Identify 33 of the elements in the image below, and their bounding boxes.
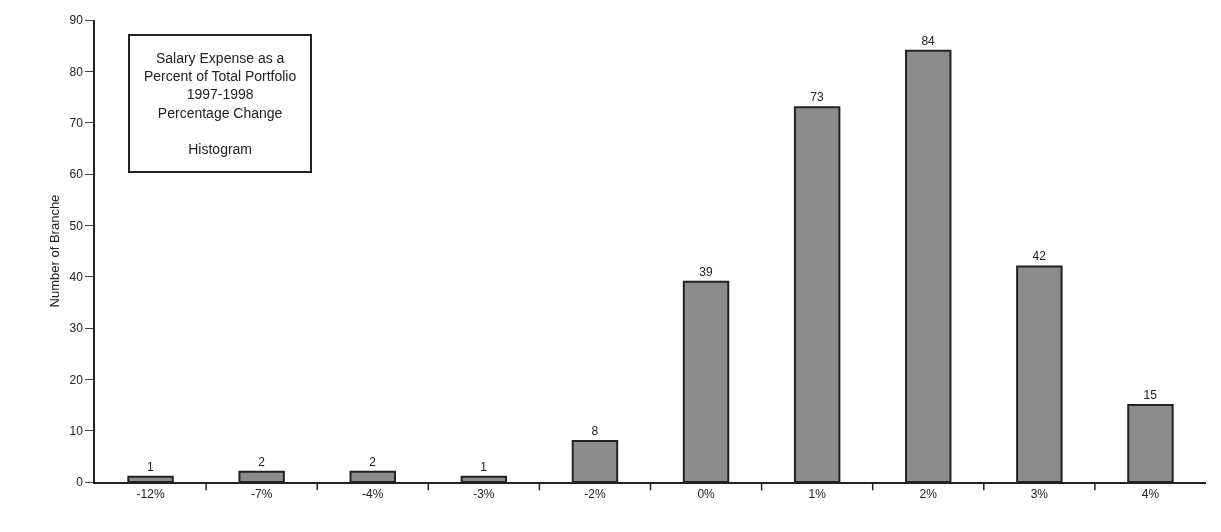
x-tick-label: -2% <box>584 487 606 502</box>
y-tick-label: 30 <box>69 321 84 336</box>
y-tick-label: 70 <box>69 115 84 130</box>
x-tick-label: -4% <box>362 487 384 502</box>
data-label: 42 <box>1032 249 1047 264</box>
x-tick-label: 4% <box>1141 487 1160 502</box>
x-tick-label: -3% <box>473 487 495 502</box>
y-tick-label: 20 <box>69 372 84 387</box>
y-tick-label: 0 <box>76 475 84 490</box>
text: Histogram <box>188 141 253 157</box>
data-label: 2 <box>258 454 266 469</box>
text: Salary Expense as a Percent of Total Portfolio 1997-1998 Percentage Change <box>144 50 297 121</box>
y-tick-label: 60 <box>69 167 84 182</box>
y-axis-title: Number of Branche <box>46 194 62 308</box>
x-tick-label: -12% <box>136 487 165 502</box>
y-tick-label: 40 <box>69 269 84 284</box>
data-label: 84 <box>921 33 936 48</box>
data-label: 1 <box>480 459 488 474</box>
data-label: 15 <box>1143 388 1158 402</box>
x-tick-label: -7% <box>250 487 273 502</box>
data-label: 8 <box>591 423 599 438</box>
y-tick-label: 80 <box>69 64 84 79</box>
x-tick-label: 2% <box>919 487 938 502</box>
y-tick-label: 50 <box>69 218 84 233</box>
y-tick-label: 10 <box>69 423 84 438</box>
x-tick-label: 3% <box>1030 487 1049 502</box>
data-label: 1 <box>147 459 155 474</box>
data-label: 73 <box>810 90 824 105</box>
x-tick-label: 0% <box>697 487 716 502</box>
x-tick-label: 1% <box>808 487 827 502</box>
data-label: 2 <box>369 454 377 469</box>
y-tick-label: 90 <box>69 13 84 28</box>
data-label: 39 <box>699 264 713 279</box>
